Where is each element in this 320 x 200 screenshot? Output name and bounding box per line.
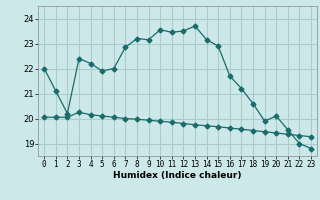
X-axis label: Humidex (Indice chaleur): Humidex (Indice chaleur) [113,171,242,180]
